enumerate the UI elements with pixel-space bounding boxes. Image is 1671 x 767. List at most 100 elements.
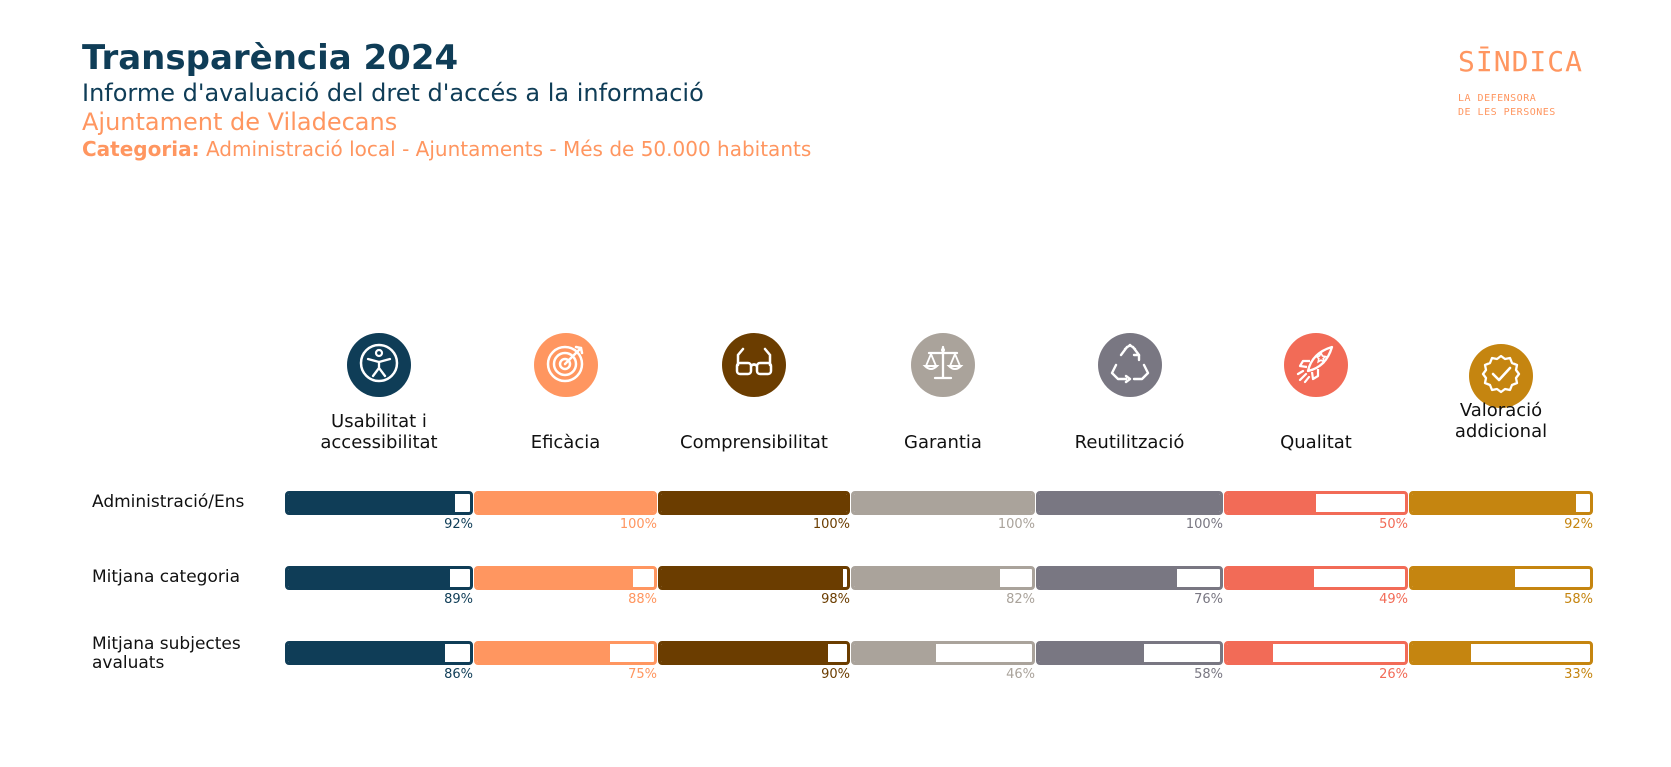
percentage-label: 50% bbox=[1379, 517, 1408, 532]
logo-tagline: LA DEFENSORA DE LES PERSONES bbox=[1458, 92, 1583, 120]
bar-fill bbox=[661, 494, 847, 512]
percentage-label: 100% bbox=[1185, 517, 1223, 532]
report-header: Transparència 2024 Informe d'avaluació d… bbox=[82, 38, 811, 162]
bar-fill bbox=[1412, 569, 1516, 587]
dimension-icon-circle bbox=[1469, 344, 1533, 408]
entity-name: Ajuntament de Viladecans bbox=[82, 108, 398, 136]
category-line: Categoria: Administració local - Ajuntam… bbox=[82, 136, 811, 162]
percentage-label: 33% bbox=[1564, 667, 1593, 682]
dimension-label: Garantia bbox=[853, 411, 1033, 453]
percentage-label: 89% bbox=[444, 592, 473, 607]
bar-track bbox=[285, 641, 473, 665]
dimension-header: Reutilització bbox=[1040, 333, 1220, 453]
dimension-icon-circle bbox=[533, 333, 598, 397]
logo-tagline-line1: LA DEFENSORA bbox=[1458, 93, 1537, 104]
dimension-label-text: Eficàcia bbox=[530, 432, 601, 453]
dimension-icon-circle bbox=[722, 333, 786, 397]
logo-name: SĪNDICA bbox=[1458, 45, 1584, 78]
percentage-label: 49% bbox=[1379, 592, 1408, 607]
logo-tagline-line2: DE LES PERSONES bbox=[1458, 107, 1556, 118]
dimension-label-text: Reutilització bbox=[1074, 432, 1185, 453]
bar-track bbox=[285, 491, 473, 515]
bar-fill bbox=[1227, 569, 1315, 587]
percentage-label: 26% bbox=[1379, 667, 1408, 682]
dimension-label-text: Qualitat bbox=[1280, 432, 1352, 453]
category-value: Administració local - Ajuntaments - Més … bbox=[205, 137, 812, 161]
bar-fill bbox=[1039, 644, 1144, 662]
dimension-header: Eficàcia bbox=[476, 333, 656, 453]
percentage-label: 100% bbox=[619, 517, 657, 532]
percentage-label: 58% bbox=[1194, 667, 1223, 682]
bar-fill bbox=[1039, 569, 1177, 587]
badge-check-icon bbox=[1479, 352, 1523, 400]
bar-fill bbox=[854, 569, 1000, 587]
bar-fill bbox=[477, 494, 654, 512]
bar-track bbox=[1409, 566, 1593, 590]
bar-track bbox=[474, 566, 657, 590]
dimension-label: Usabilitat i accessibilitat bbox=[289, 411, 469, 453]
dimension-icon-circle bbox=[1097, 333, 1162, 397]
bar-track bbox=[1224, 641, 1408, 665]
bar-fill bbox=[854, 494, 1032, 512]
page-subtitle: Informe d'avaluació del dret d'accés a l… bbox=[82, 79, 704, 107]
bar-fill bbox=[1412, 644, 1471, 662]
target-icon bbox=[544, 341, 588, 389]
dimension-label: Valoració addicional bbox=[1411, 400, 1591, 442]
dimension-label: Eficàcia bbox=[476, 411, 656, 453]
percentage-label: 88% bbox=[628, 592, 657, 607]
bar-fill bbox=[1227, 494, 1316, 512]
percentage-label: 100% bbox=[812, 517, 850, 532]
percentage-label: 46% bbox=[1006, 667, 1035, 682]
percentage-label: 82% bbox=[1006, 592, 1035, 607]
dimension-label: Qualitat bbox=[1226, 411, 1406, 453]
percentage-label: 90% bbox=[821, 667, 850, 682]
recycle-icon bbox=[1108, 341, 1152, 389]
percentage-label: 92% bbox=[444, 517, 473, 532]
dimension-label-text: Usabilitat i accessibilitat bbox=[320, 411, 438, 453]
bar-track bbox=[1409, 491, 1593, 515]
bar-track bbox=[285, 566, 473, 590]
percentage-label: 100% bbox=[997, 517, 1035, 532]
bar-fill bbox=[1227, 644, 1274, 662]
bar-fill bbox=[288, 494, 456, 512]
bar-track bbox=[1036, 566, 1223, 590]
accessibility-icon bbox=[357, 341, 401, 389]
rocket-icon bbox=[1294, 341, 1338, 389]
bar-fill bbox=[288, 644, 445, 662]
dimension-label-text: Comprensibilitat bbox=[680, 432, 828, 453]
percentage-label: 98% bbox=[821, 592, 850, 607]
bar-track bbox=[1036, 641, 1223, 665]
dimension-label-text: Garantia bbox=[904, 432, 982, 453]
bar-fill bbox=[477, 644, 610, 662]
bar-fill bbox=[1412, 494, 1576, 512]
balance-scale-icon bbox=[921, 341, 965, 389]
bar-track bbox=[1036, 491, 1223, 515]
percentage-label: 92% bbox=[1564, 517, 1593, 532]
dimension-header: Garantia bbox=[853, 333, 1033, 453]
bar-fill bbox=[1039, 494, 1220, 512]
bar-track bbox=[1409, 641, 1593, 665]
dimension-header: Usabilitat i accessibilitat bbox=[289, 333, 469, 453]
bar-track bbox=[851, 641, 1035, 665]
page-title: Transparència 2024 bbox=[82, 38, 459, 78]
percentage-label: 58% bbox=[1564, 592, 1593, 607]
bar-track bbox=[658, 566, 850, 590]
percentage-label: 86% bbox=[444, 667, 473, 682]
sindica-logo: SĪNDICA LA DEFENSORA DE LES PERSONES bbox=[1458, 44, 1583, 120]
dimension-icon-circle bbox=[911, 333, 975, 397]
bar-track bbox=[658, 491, 850, 515]
glasses-icon bbox=[732, 341, 776, 389]
bar-track bbox=[658, 641, 850, 665]
bar-fill bbox=[661, 644, 829, 662]
percentage-label: 76% bbox=[1194, 592, 1223, 607]
bar-track bbox=[851, 491, 1035, 515]
bar-track bbox=[1224, 491, 1408, 515]
category-label: Categoria: bbox=[82, 137, 200, 161]
bar-track bbox=[851, 566, 1035, 590]
dimension-header: Comprensibilitat bbox=[664, 333, 844, 453]
bar-fill bbox=[477, 569, 633, 587]
bar-fill bbox=[854, 644, 936, 662]
dimension-header: Qualitat bbox=[1226, 333, 1406, 453]
bar-track bbox=[1224, 566, 1408, 590]
dimension-label: Reutilització bbox=[1040, 411, 1220, 453]
